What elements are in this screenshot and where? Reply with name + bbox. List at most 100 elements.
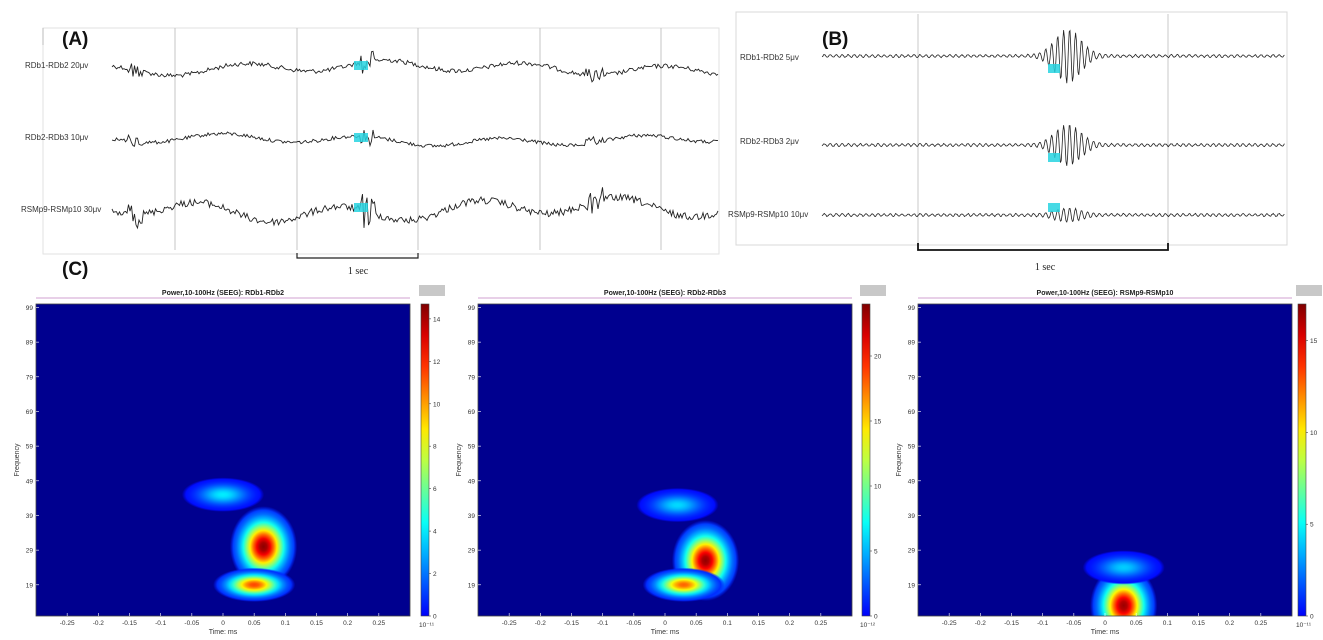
x-tick-label: -0.15 <box>1004 620 1019 627</box>
x-tick-label: 0.2 <box>343 620 352 627</box>
x-tick-label: -0.1 <box>1037 620 1049 627</box>
y-tick-label: 79 <box>26 374 34 381</box>
panel-c-label: (C) <box>62 259 88 280</box>
x-axis-label: Time: ms <box>651 629 680 636</box>
spectrogram-2: Power,10-100Hz (SEEG): RDb2-RDb3-0.25 -0.… <box>456 285 886 636</box>
x-tick-label: 0.15 <box>310 620 323 627</box>
colorbar-exponent: 10⁻¹² <box>860 622 876 629</box>
colorbar-cap <box>860 285 886 296</box>
y-tick-label: 49 <box>26 478 34 485</box>
scale-bar <box>917 243 1169 251</box>
power-blob <box>213 567 296 602</box>
colorbar <box>861 303 871 617</box>
heatmap-background <box>36 304 410 616</box>
x-tick-label: -0.05 <box>1066 620 1081 627</box>
event-marker <box>354 61 368 70</box>
y-tick-label: 29 <box>468 548 476 555</box>
colorbar-tick-label: 15 <box>1310 338 1318 345</box>
y-tick-label: 39 <box>908 513 916 520</box>
y-tick-label: 19 <box>908 582 916 589</box>
x-tick-label: 0.25 <box>373 620 386 627</box>
eeg-trace <box>111 129 719 148</box>
x-tick-label: 0.1 <box>281 620 290 627</box>
y-axis-label: Frequency <box>456 443 463 477</box>
event-marker <box>354 133 368 142</box>
event-marker <box>354 203 368 212</box>
y-tick-label: 59 <box>26 444 34 451</box>
filtered-trace <box>821 29 1285 84</box>
colorbar-tick-label: 10 <box>1310 430 1318 437</box>
x-tick-label: -0.1 <box>155 620 167 627</box>
panel-b-frame <box>735 11 1288 246</box>
colorbar <box>1297 303 1307 617</box>
power-blob <box>636 487 719 523</box>
x-tick-label: 0.25 <box>815 620 828 627</box>
x-tick-label: 0.15 <box>1192 620 1205 627</box>
y-tick-label: 29 <box>908 548 916 555</box>
power-blob <box>1082 550 1165 585</box>
panel-c-spectrograms: Power,10-100Hz (SEEG): RDb1-RDb2-0.25 -0.… <box>14 285 1322 636</box>
y-tick-label: 69 <box>26 409 34 416</box>
x-tick-label: 0.05 <box>690 620 703 627</box>
channel-label: RDb2-RDb3 10μv <box>25 133 88 142</box>
x-tick-label: -0.2 <box>93 620 105 627</box>
scale-bar-label: 1 sec <box>1035 262 1056 273</box>
colorbar-tick-label: 0 <box>874 614 878 621</box>
filtered-trace <box>821 207 1285 223</box>
x-tick-label: 0.1 <box>723 620 732 627</box>
x-tick-label: 0.1 <box>1163 620 1172 627</box>
colorbar-tick-label: 4 <box>433 529 437 536</box>
x-tick-label: 0.15 <box>752 620 765 627</box>
panel-b-traces <box>821 29 1285 223</box>
channel-label: RSMp9-RSMp10 10μv <box>728 210 808 219</box>
x-tick-label: -0.05 <box>184 620 199 627</box>
panel-b-label: (B) <box>822 29 848 50</box>
colorbar-tick-label: 5 <box>1310 522 1314 529</box>
colorbar-tick-label: 10 <box>874 484 882 491</box>
x-axis-label: Time: ms <box>1091 629 1120 636</box>
channel-label: RDb1-RDb2 5μv <box>740 53 799 62</box>
y-axis-label: Frequency <box>896 443 903 477</box>
x-tick-label: 0 <box>1103 620 1107 627</box>
colorbar-tick-label: 12 <box>433 359 441 366</box>
x-tick-label: -0.05 <box>626 620 641 627</box>
event-marker <box>1048 64 1060 73</box>
y-tick-label: 39 <box>468 513 476 520</box>
colorbar-tick-label: 0 <box>433 614 437 621</box>
y-tick-label: 69 <box>468 409 476 416</box>
power-blob <box>229 506 298 588</box>
x-tick-label: 0.25 <box>1255 620 1268 627</box>
x-tick-label: 0.2 <box>1225 620 1234 627</box>
y-tick-label: 89 <box>26 340 34 347</box>
colorbar <box>420 303 430 617</box>
eeg-trace <box>111 187 719 230</box>
panel-a-frame <box>42 27 720 255</box>
x-tick-label: 0.2 <box>785 620 794 627</box>
colorbar-cap <box>1296 285 1322 296</box>
panel-a-traces <box>111 50 719 230</box>
y-tick-label: 49 <box>908 478 916 485</box>
x-tick-label: -0.15 <box>122 620 137 627</box>
scale-bar-label: 1 sec <box>348 266 369 277</box>
x-axis-label: Time: ms <box>209 629 238 636</box>
filtered-trace <box>821 125 1285 166</box>
colorbar-exponent: 10⁻¹¹ <box>419 622 435 629</box>
chart-title: Power,10-100Hz (SEEG): RDb1-RDb2 <box>162 290 284 297</box>
panel-a: (A) RDb1-RDb2 20μv RDb2-RDb3 10μv RSMp9-… <box>21 27 720 277</box>
x-tick-label: 0 <box>663 620 667 627</box>
colorbar-tick-label: 15 <box>874 419 882 426</box>
channel-label: RDb2-RDb3 2μv <box>740 137 799 146</box>
x-tick-label: -0.25 <box>60 620 75 627</box>
heatmap-background <box>478 304 852 616</box>
channel-label: RSMp9-RSMp10 30μv <box>21 205 101 214</box>
y-tick-label: 89 <box>908 340 916 347</box>
scale-bar <box>296 253 419 259</box>
eeg-trace <box>111 50 719 83</box>
colorbar-exponent: 10⁻¹¹ <box>1296 622 1312 629</box>
spectrogram-1: Power,10-100Hz (SEEG): RDb1-RDb2 -0.25 -0.… <box>14 285 445 636</box>
x-tick-label: 0.05 <box>248 620 261 627</box>
colorbar-tick-label: 10 <box>433 401 441 408</box>
colorbar-tick-label: 14 <box>433 316 441 323</box>
event-marker <box>1048 203 1060 212</box>
